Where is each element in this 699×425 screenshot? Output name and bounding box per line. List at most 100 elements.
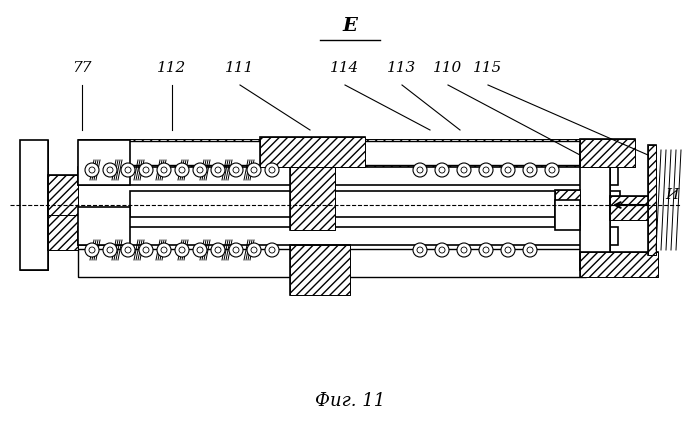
Circle shape — [157, 163, 171, 177]
Circle shape — [233, 247, 239, 253]
Circle shape — [523, 163, 537, 177]
Bar — [78, 249, 586, 277]
Bar — [48, 205, 78, 250]
Bar — [580, 252, 658, 277]
Bar — [78, 139, 588, 167]
Bar — [580, 139, 635, 167]
Text: 113: 113 — [387, 61, 417, 75]
Circle shape — [89, 247, 95, 253]
Circle shape — [247, 163, 261, 177]
Circle shape — [479, 163, 493, 177]
Bar — [78, 227, 618, 245]
Bar — [48, 205, 78, 250]
Circle shape — [197, 247, 203, 253]
Circle shape — [229, 243, 243, 257]
Circle shape — [523, 243, 537, 257]
Text: 111: 111 — [225, 61, 254, 75]
Circle shape — [269, 247, 275, 253]
Circle shape — [103, 163, 117, 177]
Circle shape — [461, 167, 467, 173]
Circle shape — [483, 247, 489, 253]
Circle shape — [85, 163, 99, 177]
Circle shape — [435, 243, 449, 257]
Circle shape — [483, 167, 489, 173]
Circle shape — [215, 167, 221, 173]
Circle shape — [125, 167, 131, 173]
Circle shape — [269, 167, 275, 173]
Circle shape — [435, 163, 449, 177]
Bar — [260, 137, 365, 167]
Circle shape — [457, 163, 471, 177]
Circle shape — [161, 167, 167, 173]
Bar — [648, 145, 656, 255]
Circle shape — [233, 167, 239, 173]
Circle shape — [139, 163, 153, 177]
Circle shape — [121, 243, 135, 257]
Bar — [78, 141, 586, 165]
Circle shape — [193, 243, 207, 257]
Bar — [260, 137, 365, 167]
Circle shape — [527, 247, 533, 253]
Bar — [290, 245, 350, 295]
Text: 114: 114 — [331, 61, 359, 75]
Text: 110: 110 — [433, 61, 463, 75]
Circle shape — [139, 243, 153, 257]
Circle shape — [439, 167, 445, 173]
Bar — [610, 196, 655, 220]
Text: Е: Е — [343, 17, 357, 35]
Circle shape — [179, 247, 185, 253]
Circle shape — [89, 167, 95, 173]
Bar — [580, 145, 610, 270]
Circle shape — [179, 167, 185, 173]
Circle shape — [413, 163, 427, 177]
Bar — [555, 190, 580, 225]
Text: Фиг. 11: Фиг. 11 — [315, 392, 385, 410]
Circle shape — [505, 167, 511, 173]
Circle shape — [211, 163, 225, 177]
Bar — [580, 139, 635, 167]
Circle shape — [215, 247, 221, 253]
Text: 77: 77 — [72, 61, 92, 75]
Bar — [555, 190, 580, 225]
Circle shape — [461, 247, 467, 253]
Circle shape — [85, 243, 99, 257]
Bar — [290, 160, 335, 230]
Bar — [580, 145, 610, 270]
Bar — [290, 160, 335, 230]
Circle shape — [193, 163, 207, 177]
Bar — [20, 140, 48, 270]
Circle shape — [501, 243, 515, 257]
Bar — [290, 245, 350, 295]
Bar — [78, 167, 618, 185]
Circle shape — [251, 247, 257, 253]
Text: 112: 112 — [157, 61, 187, 75]
Circle shape — [103, 243, 117, 257]
Circle shape — [417, 167, 423, 173]
Circle shape — [175, 243, 189, 257]
Circle shape — [211, 243, 225, 257]
Circle shape — [265, 163, 279, 177]
Bar — [580, 252, 658, 277]
Bar — [78, 140, 130, 185]
Circle shape — [247, 243, 261, 257]
Circle shape — [479, 243, 493, 257]
Bar — [20, 140, 48, 270]
Circle shape — [251, 167, 257, 173]
Text: И: И — [665, 188, 678, 202]
Text: 115: 115 — [473, 61, 503, 75]
Circle shape — [197, 167, 203, 173]
Bar — [555, 200, 580, 230]
Circle shape — [107, 247, 113, 253]
Circle shape — [229, 163, 243, 177]
Circle shape — [457, 243, 471, 257]
Circle shape — [505, 247, 511, 253]
Bar — [78, 207, 130, 245]
Circle shape — [265, 243, 279, 257]
Circle shape — [413, 243, 427, 257]
Circle shape — [417, 247, 423, 253]
Circle shape — [175, 163, 189, 177]
Bar — [78, 249, 588, 277]
Circle shape — [527, 167, 533, 173]
Circle shape — [143, 247, 149, 253]
Bar — [648, 145, 656, 255]
